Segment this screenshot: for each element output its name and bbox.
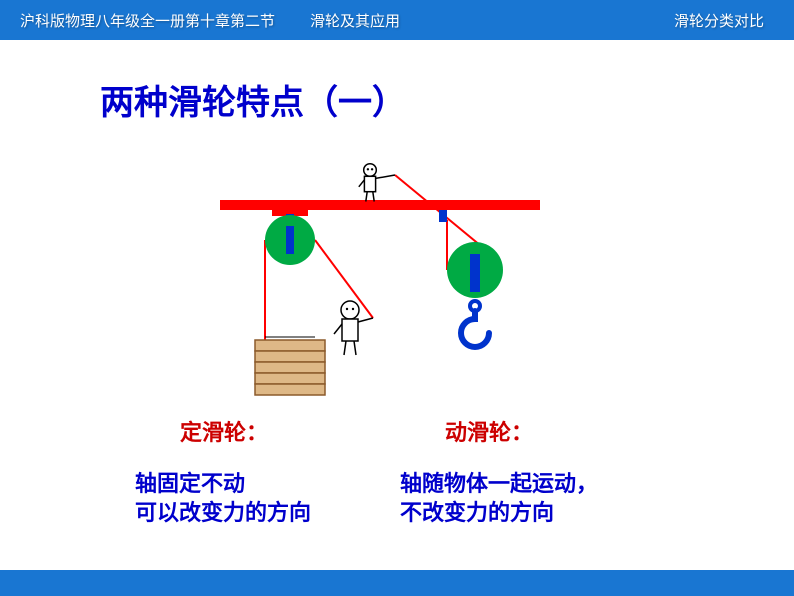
desc-fixed-line2: 可以改变力的方向 bbox=[135, 499, 311, 528]
person-top bbox=[359, 164, 395, 202]
slide-title: 两种滑轮特点（一） bbox=[100, 75, 406, 124]
pulley-diagram bbox=[200, 150, 600, 410]
fixed-pulley-axle bbox=[286, 226, 294, 254]
desc-fixed-line1: 轴固定不动 bbox=[135, 470, 311, 499]
load-left bbox=[255, 337, 325, 395]
header-center: 滑轮及其应用 bbox=[310, 10, 550, 31]
diagram-svg bbox=[200, 150, 600, 410]
description-movable: 轴随物体一起运动， 不改变力的方向 bbox=[400, 470, 598, 527]
movable-anchor bbox=[439, 210, 447, 222]
beam bbox=[220, 200, 540, 210]
label-fixed-pulley: 定滑轮： bbox=[180, 415, 268, 447]
hook-icon bbox=[461, 311, 489, 347]
desc-movable-line2: 不改变力的方向 bbox=[400, 499, 598, 528]
footer-bar bbox=[0, 570, 794, 596]
movable-pulley-axle bbox=[470, 254, 480, 292]
header-right: 滑轮分类对比 bbox=[550, 10, 794, 31]
header-left: 沪科版物理八年级全一册第十章第二节 bbox=[0, 10, 310, 31]
header-bar: 沪科版物理八年级全一册第十章第二节 滑轮及其应用 滑轮分类对比 bbox=[0, 0, 794, 40]
desc-movable-line1: 轴随物体一起运动， bbox=[400, 470, 598, 499]
label-movable-pulley: 动滑轮： bbox=[445, 415, 533, 447]
description-fixed: 轴固定不动 可以改变力的方向 bbox=[135, 470, 311, 527]
hook-ring bbox=[470, 301, 480, 311]
